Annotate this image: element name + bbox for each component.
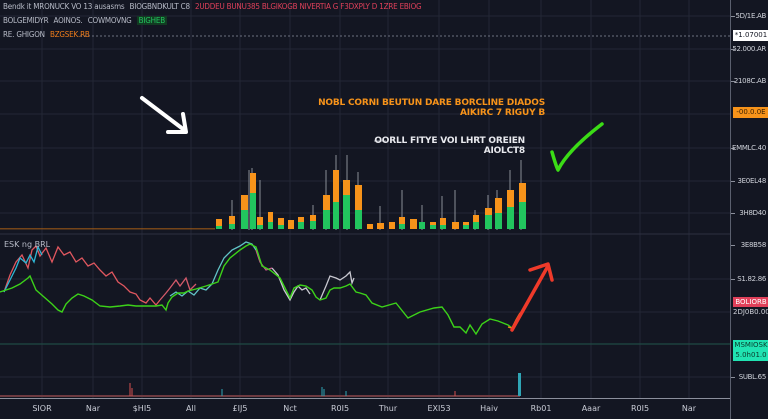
axis-tick <box>731 81 735 82</box>
teal-price-badge-sub: 5.0h01.0 <box>733 350 768 361</box>
time-label: Nar <box>85 404 101 413</box>
price-label: 2108C.AB <box>733 77 766 85</box>
legend-row-3: RE. GHIGON BZGSEK.RB <box>3 30 93 39</box>
lower-pane-candles <box>3 241 355 307</box>
chart-canvas[interactable]: Bendk it MRONUCK VO 13 ausasms BIOGBNDKU… <box>0 0 730 398</box>
red-price-badge-sub: 2DJ0B0.00 <box>733 307 768 318</box>
grid-lines <box>0 0 730 398</box>
time-label: EXI53 <box>427 404 451 413</box>
axis-tick <box>731 49 735 50</box>
time-label: Rb01 <box>530 404 552 413</box>
price-axis[interactable]: 5D/1E.AB 52.000.AR 2108C.AB EMMLC.40 3E0… <box>730 0 768 419</box>
time-label: All <box>186 404 196 413</box>
axis-tick <box>731 16 735 17</box>
white-callout[interactable]: OORLL FITYE VOI LHRT OREIEN AIOLCT8 <box>374 136 525 156</box>
time-label: R0I5 <box>330 404 350 413</box>
chart-graphics <box>0 0 730 398</box>
time-label: SIOR <box>32 404 52 413</box>
price-label: 3E0EL48 <box>737 177 767 185</box>
legend-indicator-param: AOINOS. <box>53 16 83 25</box>
orange-callout-line-2: AIKIRC 7 RIGUY B <box>460 108 545 118</box>
orange-callout-line-1: NOBL CORNI BEUTUN DARE BORCLINE DIADOS <box>318 98 545 108</box>
time-label: Haiv <box>480 404 498 413</box>
white-callout-line-1: OORLL FITYE VOI LHRT OREIEN <box>374 136 525 146</box>
price-label: 5D/1E.AB <box>735 12 767 20</box>
axis-tick <box>731 213 735 214</box>
legend-indicator-type: COWMOVNG <box>87 16 132 25</box>
legend-volume-label: RE. GHIGON <box>3 30 45 39</box>
price-label: 3H8D40 <box>739 209 766 217</box>
axis-tick <box>731 148 735 149</box>
legend-symbol: Bendk it MRONUCK VO 13 ausasms <box>3 2 125 11</box>
red-price-badge: BOLIORB <box>733 297 768 308</box>
time-label: Thur <box>378 404 398 413</box>
time-label: £IJ5 <box>232 404 248 413</box>
legend-interval: BIOGBNDKULT C8 <box>129 2 191 11</box>
arrow-up-right-icon <box>510 262 554 332</box>
price-label: S1.82.86 <box>737 275 766 283</box>
time-label: R0I5 <box>630 404 650 413</box>
arrow-down-right-icon <box>140 96 188 134</box>
price-label: SUBL.65 <box>738 373 767 381</box>
time-axis[interactable]: SIOR Nar $HI5 All £IJ5 Nct R0I5 Thur EXI… <box>0 398 730 419</box>
price-label: EMMLC.40 <box>731 144 766 152</box>
legend-row-2: BOLGEMIDYR AOINOS. COWMOVNG BIGHEB <box>3 16 170 25</box>
teal-price-badge: MSMIOSK <box>733 340 768 351</box>
volume-bars <box>0 373 521 397</box>
time-label: Aaar <box>581 404 601 413</box>
time-label: Nct <box>283 404 297 413</box>
indicator-pane-label: ESK ng BRL <box>4 240 51 249</box>
legend-indicator-value: BIGHEB <box>136 16 167 25</box>
legend-ohlc: 2UDDEU BUNU385 BLGIKOGB NIVERTIA G F3DXP… <box>194 2 422 11</box>
legend-row-1: Bendk it MRONUCK VO 13 ausasms BIOGBNDKU… <box>3 2 424 11</box>
axis-tick <box>731 245 735 246</box>
orange-price-badge: -00.0.0E <box>733 107 768 118</box>
price-label: 3E8B58 <box>740 241 767 249</box>
orange-callout[interactable]: NOBL CORNI BEUTUN DARE BORCLINE DIADOS A… <box>318 98 545 118</box>
legend-indicator-name: BOLGEMIDYR <box>3 16 49 25</box>
price-label: 52.000.AR <box>732 45 766 53</box>
axis-tick <box>731 181 735 182</box>
time-label: $HI5 <box>132 404 152 413</box>
axis-tick <box>731 377 735 378</box>
checkmark-icon <box>550 122 604 172</box>
white-callout-line-2: AIOLCT8 <box>483 146 526 156</box>
time-label: Nar <box>681 404 697 413</box>
indicator-line <box>0 243 513 336</box>
upper-pane-baseline-ticks <box>0 228 215 230</box>
legend-volume-value: BZGSEK.RB <box>49 30 90 39</box>
last-price-badge: *1.07001 <box>733 30 768 41</box>
axis-tick <box>731 279 735 280</box>
upper-pane-bars <box>216 155 526 230</box>
